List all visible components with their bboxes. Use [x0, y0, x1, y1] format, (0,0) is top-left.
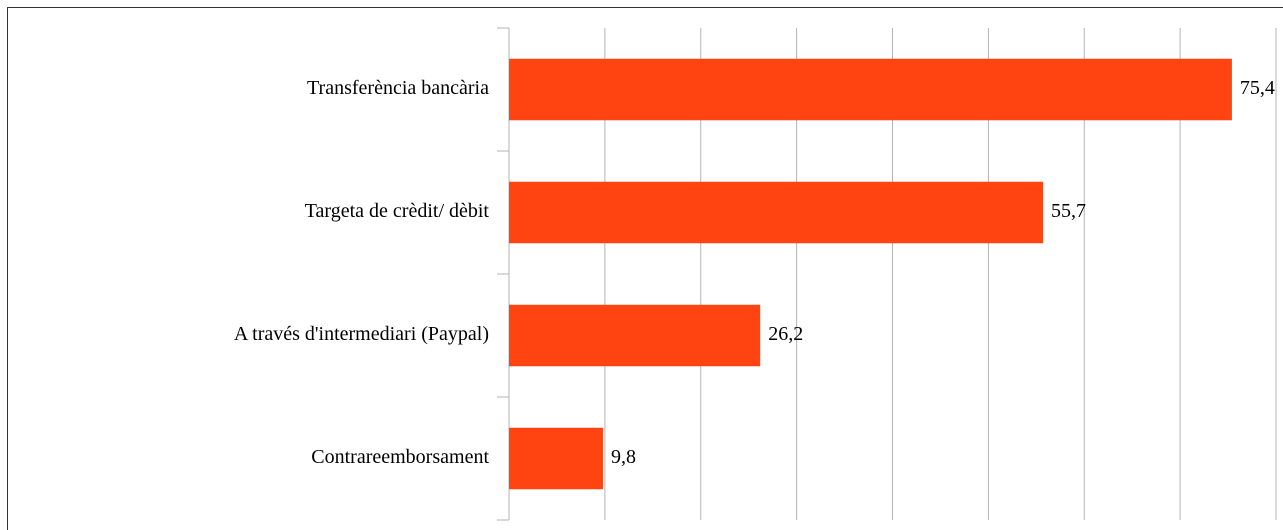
- y-tick-label: Targeta de crèdit/ dèbit: [305, 200, 490, 222]
- data-label: 75,4: [1240, 77, 1275, 99]
- bar: [509, 304, 761, 367]
- data-label: 9,8: [611, 446, 636, 468]
- y-tick-label: Contrareemborsament: [311, 446, 489, 468]
- y-tick-label: A través d'intermediari (Paypal): [234, 323, 489, 345]
- data-label: 26,2: [768, 323, 803, 345]
- bar: [509, 58, 1232, 121]
- bar: [509, 427, 603, 490]
- y-tick-label: Transferència bancària: [307, 77, 489, 99]
- data-label: 55,7: [1051, 200, 1086, 222]
- bar: [509, 181, 1044, 244]
